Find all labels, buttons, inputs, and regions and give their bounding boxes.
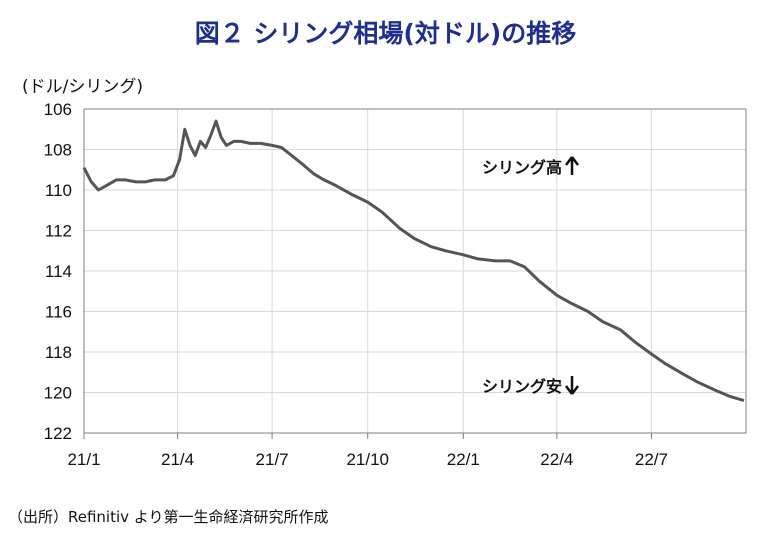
y-tick-label: 122: [44, 424, 72, 443]
y-tick-label: 108: [44, 141, 72, 160]
x-axis-ticks: 21/1 21/4 21/7 21/10 22/1 22/4 22/7: [67, 433, 668, 469]
annotation-shilling-weak: シリング安: [482, 377, 562, 396]
x-tick-label: 21/7: [256, 450, 289, 469]
y-tick-label: 114: [45, 262, 72, 281]
y-tick-label: 106: [44, 100, 72, 119]
x-tick-label: 22/1: [447, 450, 480, 469]
arrow-up-icon: [565, 156, 580, 175]
x-tick-label: 22/4: [540, 450, 573, 469]
y-tick-label: 118: [45, 343, 72, 362]
x-tick-label: 21/4: [161, 450, 194, 469]
y-tick-label: 110: [45, 181, 72, 200]
plot-area-border: [83, 108, 747, 434]
annotation-shilling-strong: シリング高: [482, 158, 562, 177]
series-line: [82, 119, 745, 403]
x-tick-label: 21/1: [67, 450, 100, 469]
gridlines: [83, 108, 746, 434]
arrow-down-icon: [565, 376, 580, 395]
y-tick-label: 120: [44, 384, 72, 403]
y-tick-label: 116: [45, 303, 72, 322]
y-tick-label: 112: [45, 222, 72, 241]
y-axis-ticks: 106 108 110 112 114 116 118 120 122: [44, 100, 72, 443]
x-tick-label: 21/10: [346, 450, 389, 469]
y-axis-unit-label: (ドル/シリング): [22, 77, 143, 97]
x-tick-label: 22/7: [635, 450, 668, 469]
source-note: （出所）Refinitiv より第一生命経済研究所作成: [8, 508, 329, 526]
chart-title: 図２ シリング相場(対ドル)の推移: [194, 19, 577, 48]
